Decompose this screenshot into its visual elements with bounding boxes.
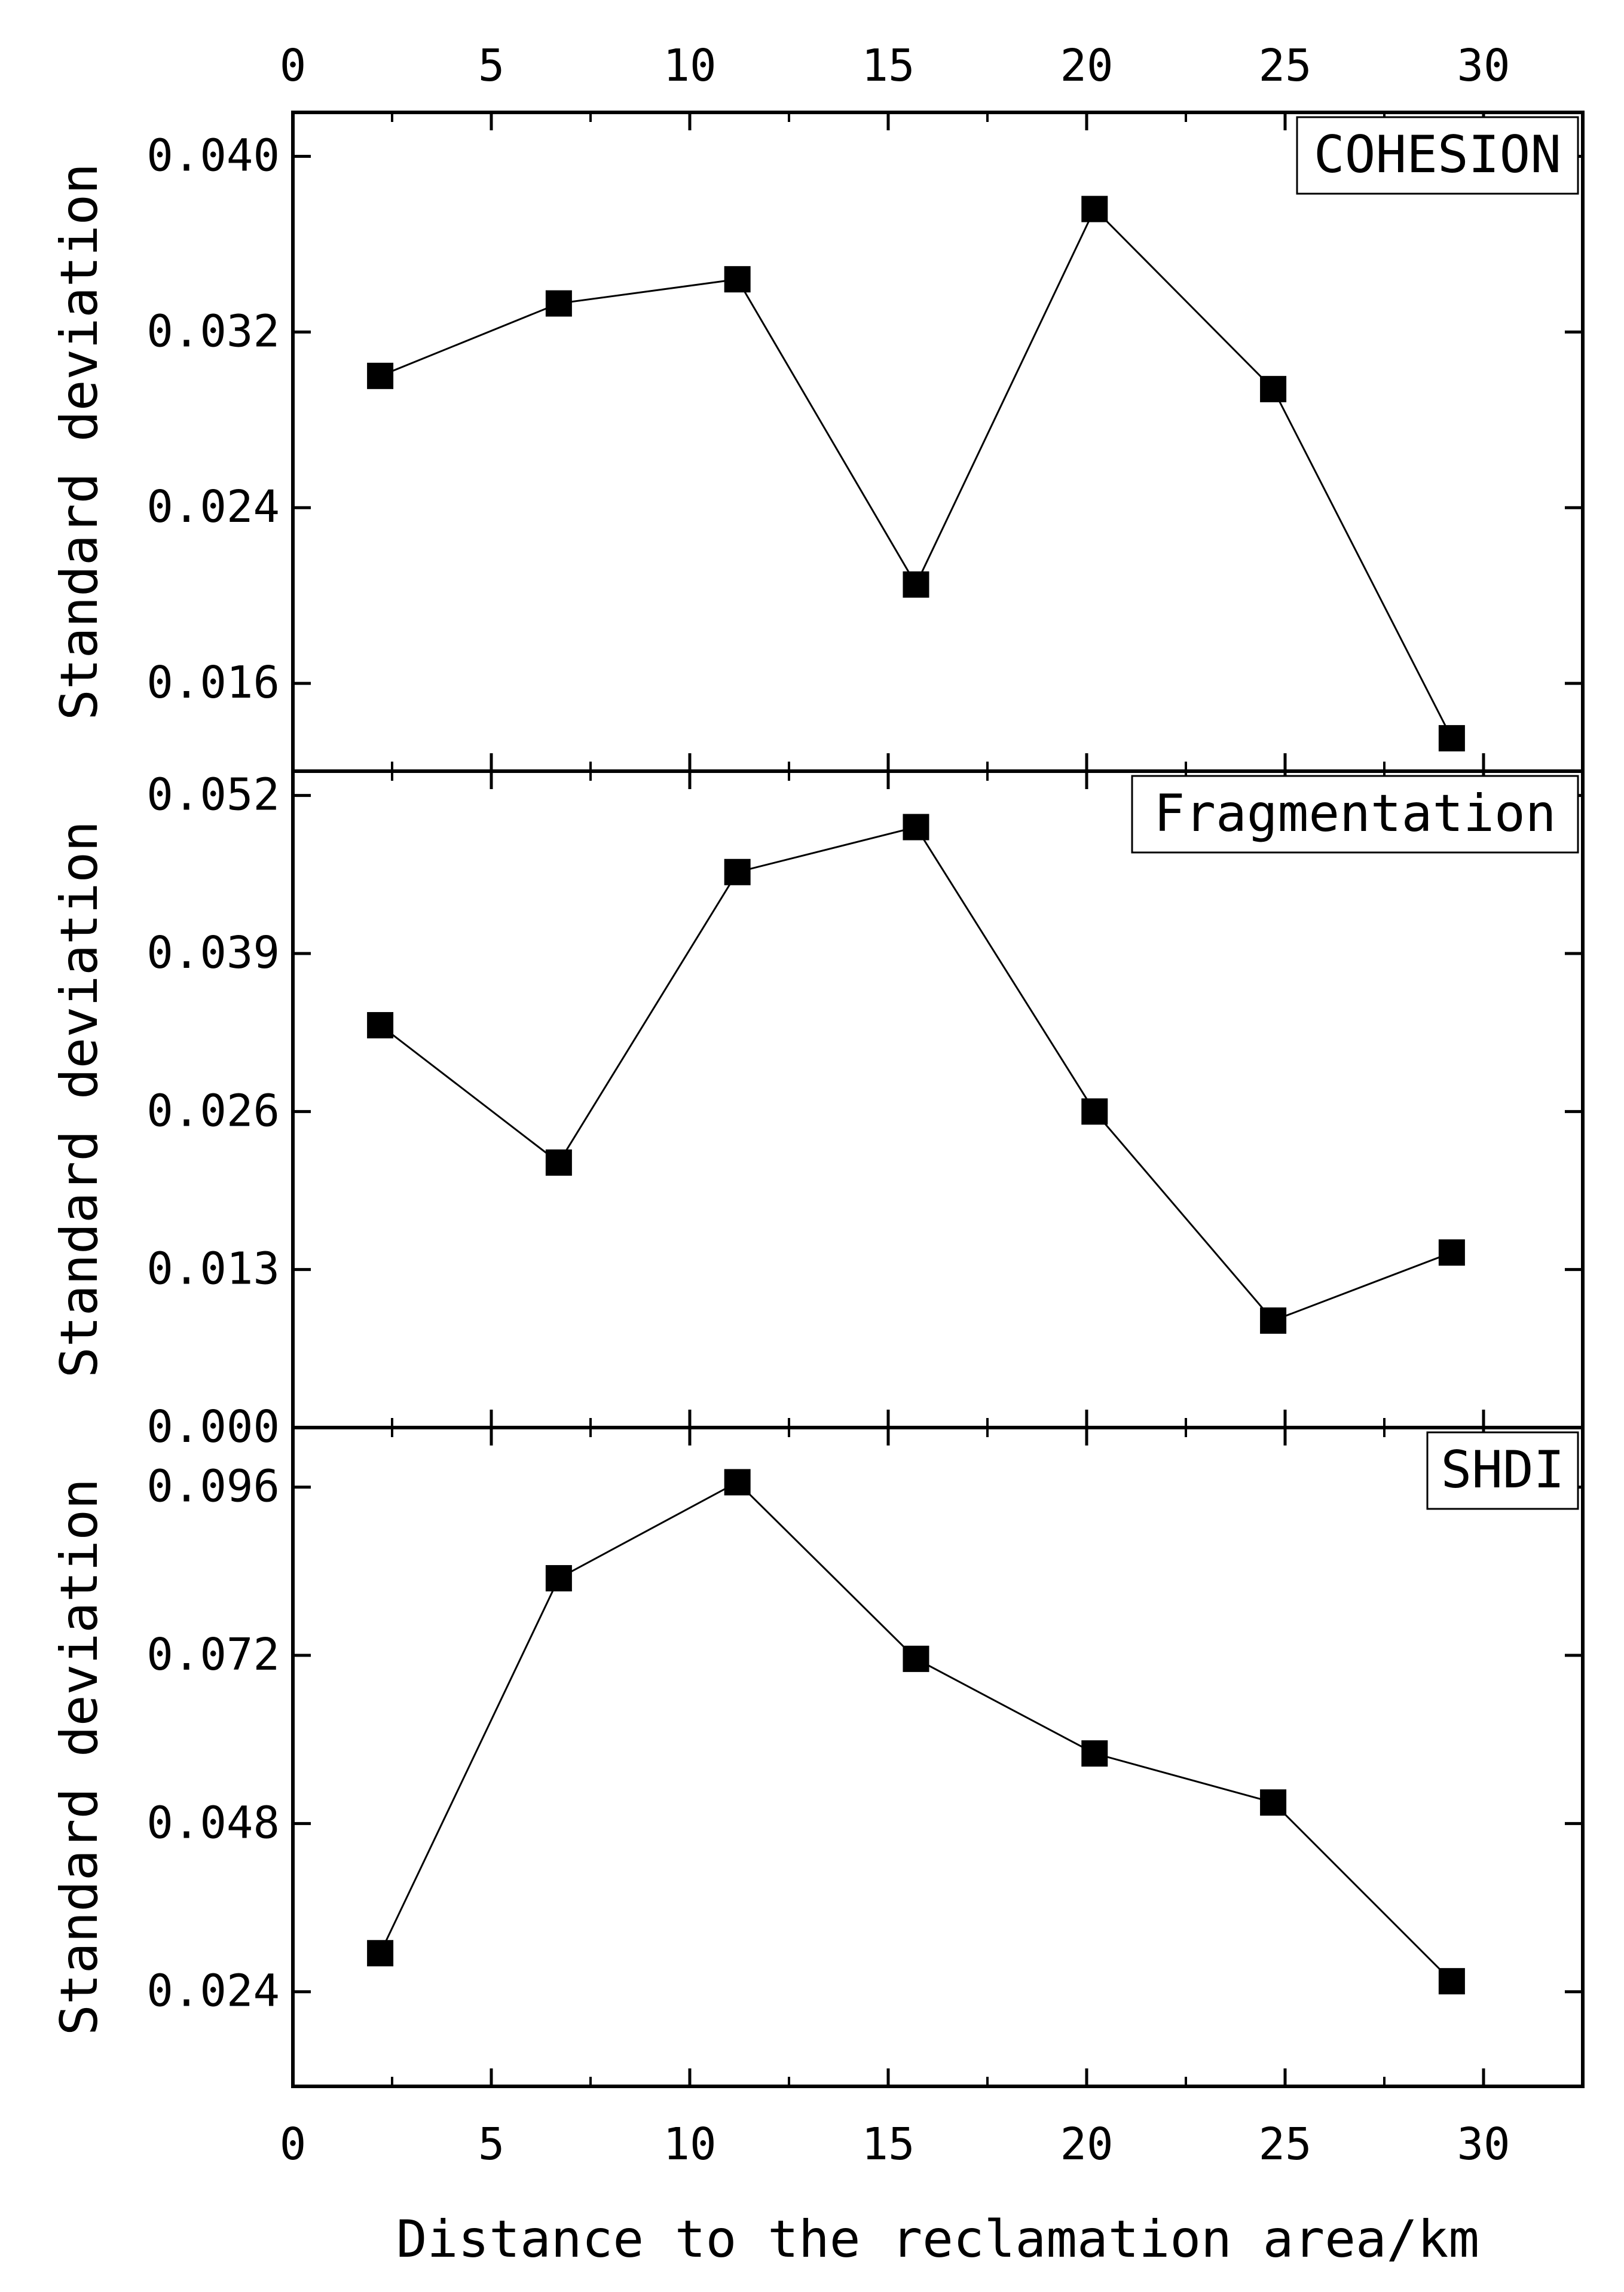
x-tick-label-bottom: 20 bbox=[1060, 2119, 1113, 2170]
panel-frame-2 bbox=[291, 1426, 1585, 2088]
data-point-marker bbox=[545, 290, 572, 317]
y-tick-label: 0.096 bbox=[146, 1461, 280, 1512]
x-tick-label-bottom: 5 bbox=[478, 2119, 505, 2170]
x-tick-label-bottom: 0 bbox=[280, 2119, 307, 2170]
y-tick-label: 0.072 bbox=[146, 1629, 280, 1680]
series-line-2 bbox=[379, 1481, 1452, 1982]
x-tick-label-top: 25 bbox=[1258, 40, 1311, 91]
x-tick-label-bottom: 10 bbox=[663, 2119, 716, 2170]
data-point-marker bbox=[367, 362, 394, 389]
y-axis-title: Standard deviation bbox=[50, 163, 109, 720]
y-tick-label: 0.016 bbox=[146, 657, 280, 708]
data-point-marker bbox=[903, 1645, 929, 1672]
y-axis-title: Standard deviation bbox=[50, 821, 109, 1378]
data-point-marker bbox=[1260, 1307, 1287, 1334]
x-tick-label-top: 0 bbox=[280, 40, 307, 91]
data-point-marker bbox=[1438, 1239, 1465, 1266]
y-tick-label: 0.040 bbox=[146, 130, 280, 181]
x-tick-label-top: 5 bbox=[478, 40, 505, 91]
x-tick-label-bottom: 25 bbox=[1258, 2119, 1311, 2170]
y-tick-label: 0.024 bbox=[146, 1966, 280, 2017]
data-point-marker bbox=[1081, 1098, 1108, 1125]
x-tick-label-bottom: 15 bbox=[861, 2119, 915, 2170]
panel-frame-1 bbox=[291, 769, 1585, 1429]
y-tick-label: 0.000 bbox=[146, 1401, 280, 1453]
x-tick-label-top: 20 bbox=[1060, 40, 1113, 91]
x-tick-label-bottom: 30 bbox=[1457, 2119, 1510, 2170]
data-point-marker bbox=[1260, 1789, 1287, 1816]
y-tick-label: 0.032 bbox=[146, 305, 280, 357]
y-tick-label: 0.013 bbox=[146, 1243, 280, 1295]
y-tick-label: 0.048 bbox=[146, 1797, 280, 1848]
data-point-marker bbox=[367, 1940, 394, 1967]
data-point-marker bbox=[1081, 195, 1108, 222]
x-axis-title: Distance to the reclamation area/km bbox=[396, 2210, 1479, 2269]
panel-label-box bbox=[1131, 775, 1579, 854]
panel-label: COHESION bbox=[1314, 125, 1561, 185]
data-point-marker bbox=[1438, 1968, 1465, 1995]
series-line-1 bbox=[380, 826, 1452, 1322]
y-tick-label: 0.024 bbox=[146, 481, 280, 533]
data-point-marker bbox=[367, 1011, 394, 1038]
data-point-marker bbox=[903, 814, 929, 841]
panel-frame-0 bbox=[291, 111, 1585, 773]
data-point-marker bbox=[545, 1149, 572, 1176]
y-tick-label: 0.026 bbox=[146, 1085, 280, 1136]
x-tick-label-top: 10 bbox=[663, 40, 716, 91]
x-tick-label-top: 15 bbox=[861, 40, 915, 91]
y-tick-label: 0.052 bbox=[146, 769, 280, 821]
data-point-marker bbox=[724, 858, 751, 885]
data-point-marker bbox=[724, 1469, 751, 1496]
panel-label: Fragmentation bbox=[1154, 784, 1556, 844]
data-point-marker bbox=[903, 571, 929, 598]
data-point-marker bbox=[545, 1565, 572, 1592]
data-point-marker bbox=[1438, 725, 1465, 751]
y-axis-title: Standard deviation bbox=[50, 1478, 109, 2036]
panel-label-box bbox=[1426, 1431, 1579, 1510]
data-point-marker bbox=[1081, 1740, 1108, 1767]
panel-label: SHDI bbox=[1441, 1440, 1564, 1500]
series-line-0 bbox=[380, 207, 1453, 739]
panel-label-box bbox=[1296, 116, 1579, 195]
data-point-marker bbox=[724, 266, 751, 293]
x-tick-label-top: 30 bbox=[1457, 40, 1510, 91]
y-tick-label: 0.039 bbox=[146, 927, 280, 979]
data-point-marker bbox=[1260, 375, 1287, 402]
